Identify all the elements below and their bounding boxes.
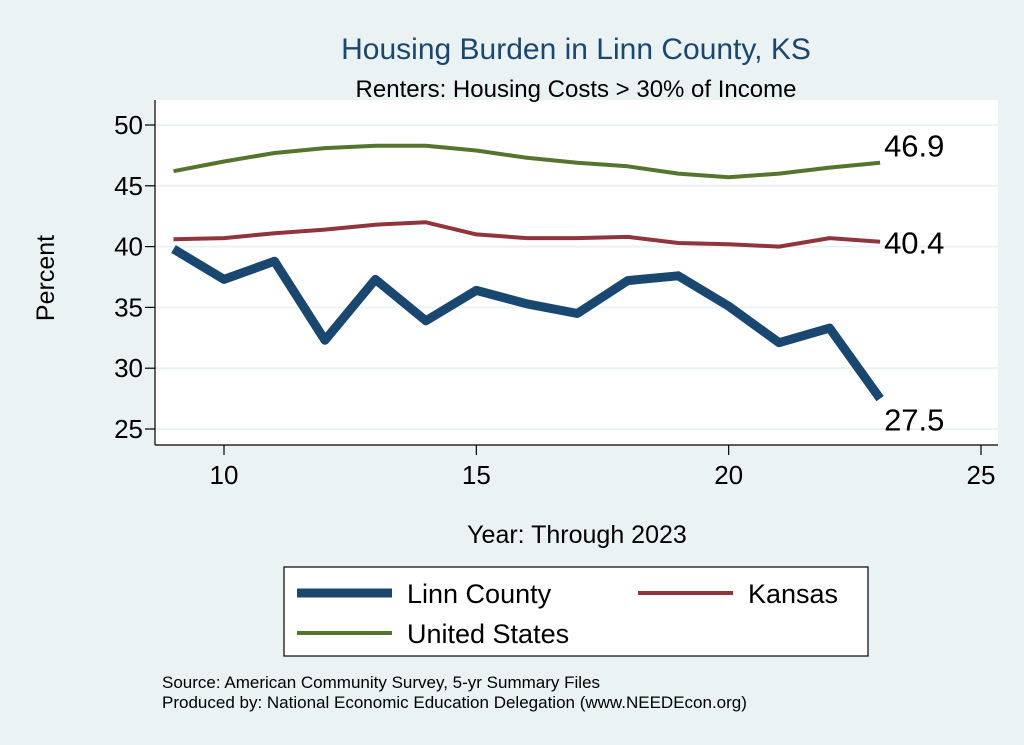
gridlines [155,124,998,430]
x-axis-ticks: 10 15 20 25 [210,445,996,490]
y-tick-label: 45 [114,171,143,201]
series-lines [171,143,884,402]
legend-box [283,566,869,657]
y-tick-label: 35 [114,292,143,322]
chart-subtitle: Renters: Housing Costs > 30% of Income [356,76,797,103]
series-end-labels: 27.5 40.4 46.9 [884,129,944,438]
legend-label-kansas: Kansas [748,579,838,609]
x-axis-label: Year: Through 2023 [467,521,687,549]
y-axis-label: Percent [32,235,60,321]
end-label-kansas: 40.4 [884,226,944,261]
y-tick-label: 30 [114,353,143,383]
y-axis-ticks: 25 30 35 40 45 50 [114,110,155,444]
legend: Linn County Kansas United States [283,566,869,657]
x-tick-label: 20 [714,460,743,490]
end-label-united-states: 46.9 [884,129,944,164]
plot-area [155,100,998,445]
y-tick-label: 25 [114,414,143,444]
x-tick-label: 25 [967,460,996,490]
chart-title: Housing Burden in Linn County, KS [341,33,811,66]
end-label-linn-county: 27.5 [884,403,944,438]
y-tick-label: 40 [114,232,143,262]
producer-note: Produced by: National Economic Education… [162,693,747,712]
x-tick-label: 15 [462,460,491,490]
source-note: Source: American Community Survey, 5-yr … [162,673,600,692]
x-tick-label: 10 [210,460,239,490]
y-tick-label: 50 [114,110,143,140]
legend-label-linn-county: Linn County [407,579,552,609]
legend-label-united-states: United States [407,619,569,649]
